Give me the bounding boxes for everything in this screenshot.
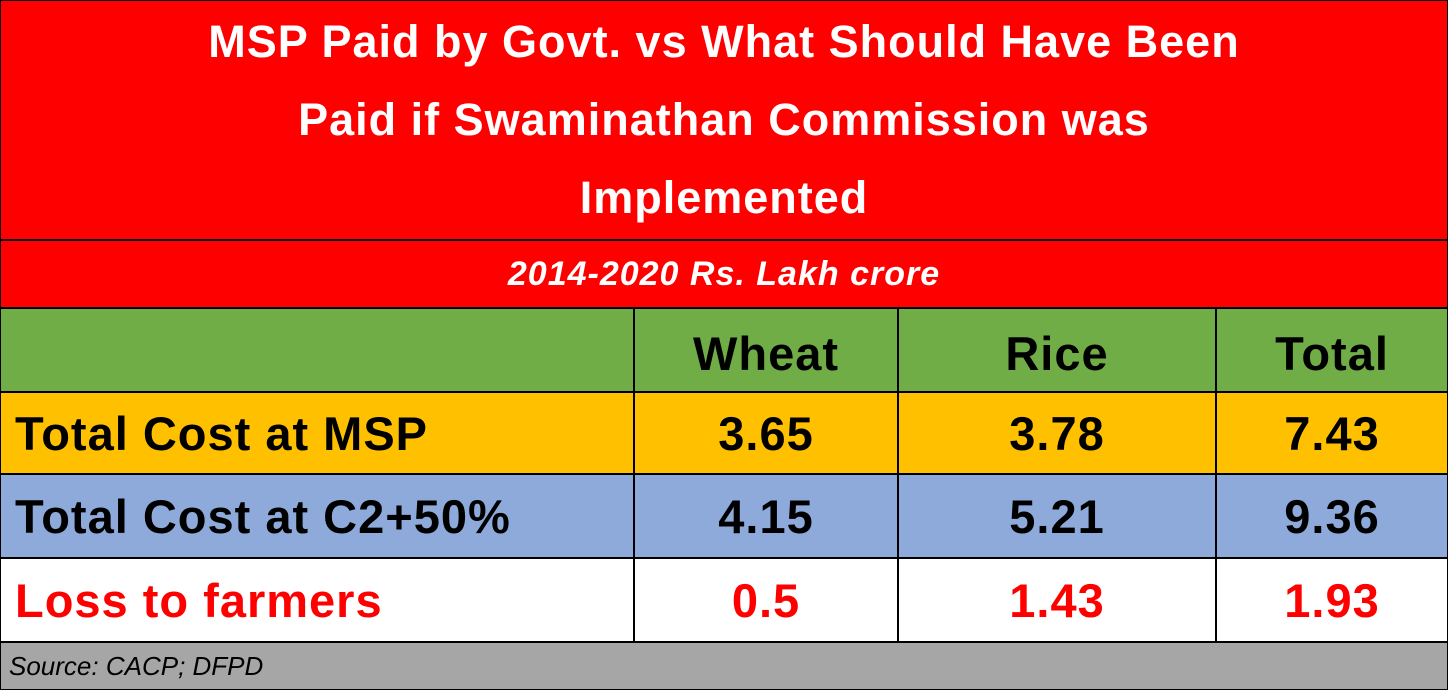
title-line-3: Implemented	[579, 172, 869, 223]
cell-msp-rice: 3.78	[899, 393, 1217, 473]
row-label-msp: Total Cost at MSP	[1, 393, 635, 473]
row-label-c2: Total Cost at C2+50%	[1, 475, 635, 557]
table-header-row: Wheat Rice Total	[1, 309, 1447, 393]
header-cell-rice: Rice	[899, 309, 1217, 391]
title-line-1: MSP Paid by Govt. vs What Should Have Be…	[208, 16, 1240, 67]
header-cell-wheat: Wheat	[635, 309, 899, 391]
title-line-2: Paid if Swaminathan Commission was	[298, 94, 1150, 145]
source-note: Source: CACP; DFPD	[9, 650, 264, 681]
header-cell-total: Total	[1275, 326, 1389, 380]
cell-loss-total: 1.93	[1284, 573, 1380, 627]
cell-c2-rice: 5.21	[899, 475, 1217, 557]
cell-msp-wheat: 3.65	[635, 393, 899, 473]
cell-c2-total: 9.36	[1284, 489, 1380, 543]
table-row-loss: Loss to farmers 0.5 1.43 1.93	[1, 559, 1447, 643]
cell-loss-rice: 1.43	[899, 559, 1217, 641]
subtitle: 2014-2020 Rs. Lakh crore	[507, 254, 941, 293]
cell-msp-total: 7.43	[1284, 406, 1380, 460]
cell-c2-wheat: 4.15	[635, 475, 899, 557]
subtitle-band: 2014-2020 Rs. Lakh crore	[1, 241, 1447, 309]
table-row-msp: Total Cost at MSP 3.65 3.78 7.43	[1, 393, 1447, 475]
row-label-loss: Loss to farmers	[1, 559, 635, 641]
table-row-c2: Total Cost at C2+50% 4.15 5.21 9.36	[1, 475, 1447, 559]
cell-loss-wheat: 0.5	[635, 559, 899, 641]
title-band: MSP Paid by Govt. vs What Should Have Be…	[1, 1, 1447, 241]
header-cell-blank	[1, 309, 635, 391]
source-band: Source: CACP; DFPD	[1, 643, 1447, 689]
